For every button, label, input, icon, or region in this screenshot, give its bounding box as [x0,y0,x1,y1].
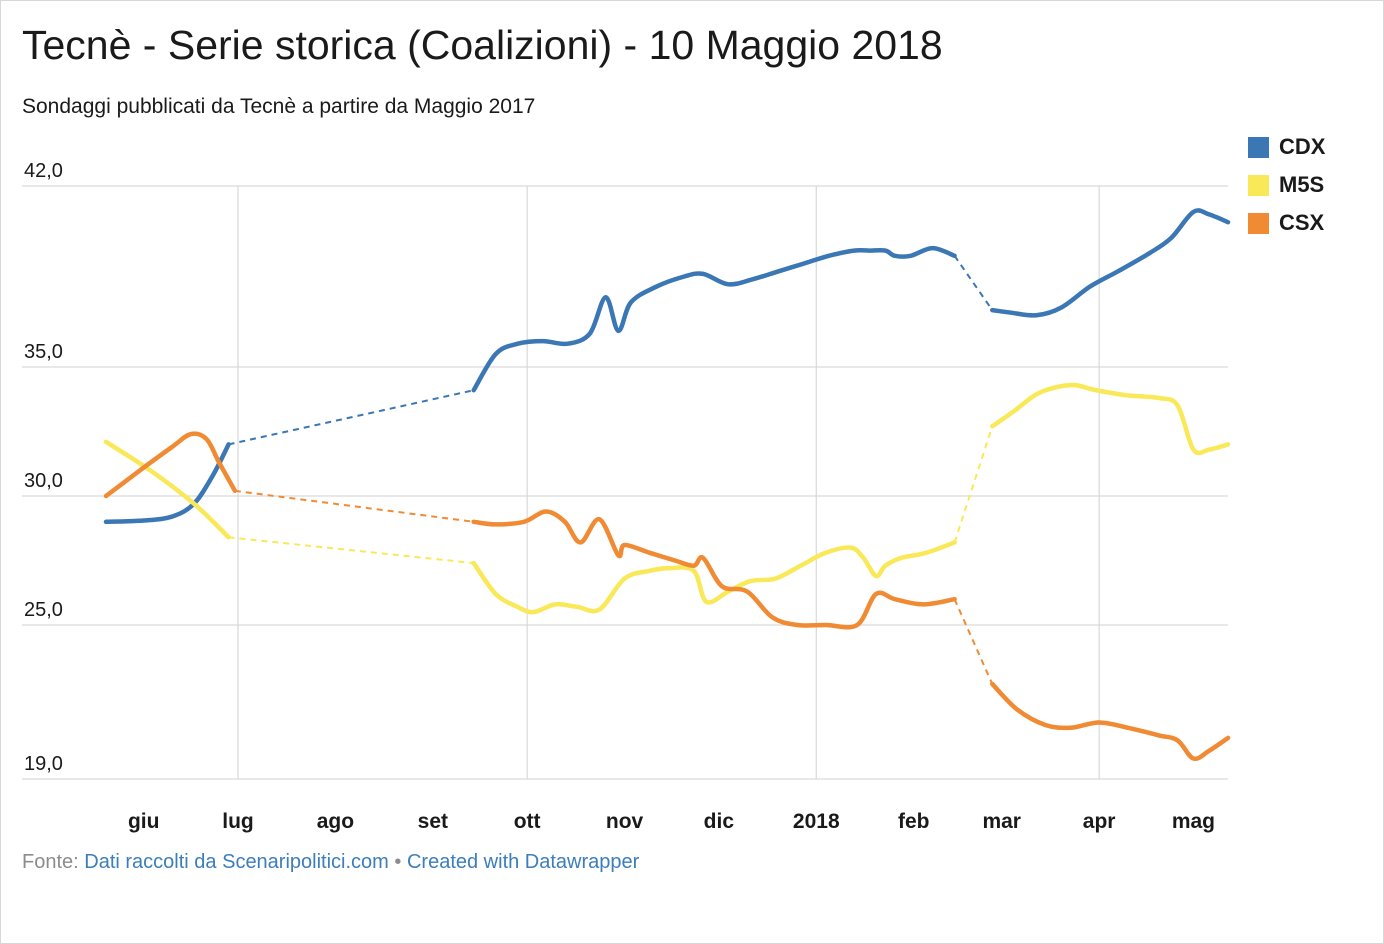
legend-swatch-m5s [1248,174,1269,196]
series-gap-cdx [228,389,474,446]
x-tick-label: mar [982,810,1021,833]
datawrapper-link[interactable]: Created with Datawrapper [406,851,640,873]
y-tick-label: 25,0 [24,599,63,621]
x-tick-label: nov [606,810,644,833]
series-line-csx [990,681,1231,762]
series-gap-m5s [228,536,474,565]
y-tick-label: 19,0 [24,753,63,775]
legend-item-cdx[interactable]: CDX [1248,128,1325,166]
footer: Fonte: Dati raccolti da Scenaripolitici.… [22,851,639,874]
y-gridlines [22,185,1228,780]
x-tick-label: apr [1083,810,1116,833]
legend-swatch-csx [1248,212,1269,234]
legend: CDX M5S CSX [1248,128,1325,242]
x-tick-label: lug [222,810,254,833]
series-line-csx [471,509,957,630]
x-tick-label: feb [898,810,930,833]
footer-separator: • [394,851,402,873]
source-label: Fonte: [22,851,79,873]
y-tick-label: 35,0 [24,341,63,363]
series-line-m5s [990,382,1231,456]
series-gap-cdx [953,255,994,311]
legend-swatch-cdx [1248,136,1269,158]
chart-subtitle: Sondaggi pubblicati da Tecnè a partire d… [22,95,536,118]
x-tick-label: ago [317,810,354,833]
series-gap-m5s [953,426,994,543]
chart-title: Tecnè - Serie storica (Coalizioni) - 10 … [22,22,943,68]
x-tick-label: mag [1172,810,1215,833]
series-gap-csx [953,598,994,685]
x-tick-label: ott [514,810,541,833]
x-tick-label: dic [704,810,735,833]
legend-label-cdx: CDX [1279,134,1326,159]
series-line-m5s [471,540,957,615]
series-lines [103,208,1231,762]
series-line-m5s [103,439,231,540]
series-line-csx [103,431,238,499]
legend-item-m5s[interactable]: M5S [1248,166,1325,204]
series-line-cdx [471,245,957,393]
x-tick-label: set [418,810,448,833]
y-tick-label: 30,0 [24,470,63,492]
legend-label-m5s: M5S [1279,172,1325,197]
legend-item-csx[interactable]: CSX [1248,204,1325,242]
y-tick-label: 42,0 [24,160,63,182]
x-tick-label: 2018 [793,810,840,833]
series-line-cdx [990,208,1231,318]
x-tick-labels: giu lug ago set ott nov dic 2018 feb mar apr mag [128,810,1215,833]
series-line-cdx [103,442,231,525]
source-link[interactable]: Dati raccolti da Scenaripolitici.com [84,851,389,873]
y-tick-labels: 42,0 35,0 30,0 25,0 19,0 [24,160,63,775]
legend-label-csx: CSX [1279,210,1325,235]
x-tick-label: giu [128,810,160,833]
x-gridlines [237,186,1100,779]
series-gap-csx [234,489,474,523]
